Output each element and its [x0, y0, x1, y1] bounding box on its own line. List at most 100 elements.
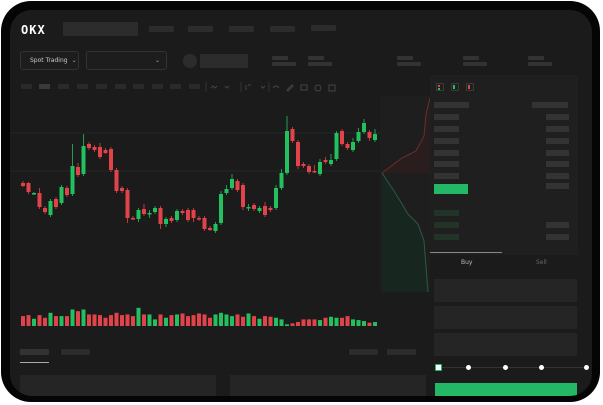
interval-button[interactable]	[133, 84, 144, 89]
slider-step-100[interactable]	[584, 365, 589, 370]
market-type-dropdown[interactable]: Spot Trading ⌄	[20, 51, 79, 70]
pair-price	[200, 54, 248, 68]
filter-button[interactable]	[387, 349, 416, 355]
ask-price[interactable]	[434, 138, 459, 144]
bid-amount	[546, 222, 569, 228]
candle-body	[103, 150, 108, 153]
interval-button[interactable]	[170, 84, 181, 89]
candlestick-chart[interactable]	[10, 10, 430, 340]
pair-dropdown[interactable]: ⌄	[86, 51, 167, 70]
slider-handle[interactable]	[435, 364, 442, 371]
volume-bar	[48, 312, 53, 326]
tab-open-orders[interactable]	[20, 349, 49, 355]
candle-body	[164, 219, 168, 224]
tab-buy[interactable]: Buy	[461, 259, 473, 266]
volume-bar	[296, 322, 300, 326]
search-bar[interactable]	[63, 22, 138, 36]
interval-button[interactable]	[152, 84, 163, 89]
chevron-down-icon[interactable]	[260, 85, 266, 89]
interval-button[interactable]	[77, 84, 88, 89]
candle-body	[208, 228, 212, 230]
chevron-down-icon[interactable]	[224, 85, 230, 89]
bid-price[interactable]	[434, 234, 459, 240]
interval-button[interactable]	[58, 84, 69, 89]
interval-button[interactable]	[115, 84, 126, 89]
volume-bar	[21, 316, 25, 326]
volume-bar	[202, 314, 207, 326]
ask-price[interactable]	[434, 161, 459, 167]
interval-button[interactable]	[189, 84, 200, 89]
candle-body	[76, 167, 80, 175]
volume-bar	[334, 317, 339, 326]
nav-item[interactable]	[188, 26, 213, 32]
candle-body	[180, 211, 185, 213]
slider-step-50[interactable]	[503, 365, 508, 370]
nav-item[interactable]	[229, 26, 254, 32]
pen-icon[interactable]	[286, 84, 294, 92]
candle-body	[268, 208, 273, 210]
orderbook-bids-icon[interactable]	[451, 83, 459, 91]
okx-logo[interactable]: OKX	[21, 23, 46, 37]
ask-price[interactable]	[434, 150, 459, 156]
draw-icon[interactable]	[245, 84, 251, 90]
volume-bar	[230, 316, 234, 326]
chevron-down-icon: ⌄	[71, 57, 77, 64]
volume-bar	[32, 318, 36, 326]
candle-body	[37, 193, 42, 207]
amount-input[interactable]	[434, 306, 577, 329]
buy-button[interactable]	[435, 383, 577, 396]
tab-order-history[interactable]	[61, 349, 90, 355]
stat-label	[308, 56, 324, 60]
interval-button[interactable]	[21, 84, 32, 89]
ask-price[interactable]	[434, 114, 459, 120]
nav-item[interactable]	[270, 26, 295, 32]
order-card	[230, 375, 426, 396]
ask-amount	[546, 138, 569, 144]
volume-bar	[367, 322, 372, 326]
candle-body	[373, 134, 377, 140]
active-tab-indicator	[430, 252, 502, 253]
ask-price[interactable]	[434, 126, 459, 132]
nav-item[interactable]	[311, 25, 336, 31]
tab-sell[interactable]: Sell	[536, 259, 547, 266]
candle-body	[323, 160, 328, 162]
candle-body	[246, 207, 251, 209]
price-input[interactable]	[434, 279, 577, 302]
slider-step-75[interactable]	[539, 365, 544, 370]
volume-bar	[257, 318, 262, 326]
slider-step-25[interactable]	[466, 365, 471, 370]
bid-line	[381, 172, 429, 292]
candle-body	[21, 183, 25, 186]
chevron-down-icon: ⌄	[154, 57, 160, 64]
candle-body	[367, 132, 372, 138]
total-input[interactable]	[434, 333, 577, 356]
bid-price[interactable]	[434, 210, 459, 216]
orderbook-asks-icon[interactable]	[466, 83, 474, 91]
bid-price[interactable]	[434, 222, 459, 228]
interval-button[interactable]	[39, 84, 50, 89]
ask-amount	[546, 161, 569, 167]
candle-body	[356, 132, 361, 141]
volume-bar	[213, 314, 218, 326]
volume-bar	[59, 316, 64, 326]
volume-bar	[87, 314, 91, 326]
candle-body	[131, 218, 135, 220]
nav-item[interactable]	[149, 26, 174, 32]
candle-body	[26, 183, 31, 192]
settings-icon[interactable]	[314, 84, 322, 92]
wave-icon[interactable]	[272, 85, 280, 89]
interval-button[interactable]	[96, 84, 107, 89]
candle-body	[230, 179, 234, 188]
candle-body	[197, 218, 201, 220]
volume-bar	[268, 316, 273, 326]
orderbook-both-icon[interactable]	[436, 83, 444, 91]
fullscreen-icon[interactable]	[328, 84, 336, 92]
volume-bar	[224, 314, 229, 326]
volume-bar	[54, 316, 58, 326]
indicator-icon[interactable]	[210, 85, 218, 89]
filter-button[interactable]	[349, 349, 378, 355]
ask-price[interactable]	[434, 173, 459, 179]
camera-icon[interactable]	[300, 84, 308, 91]
slider-track[interactable]	[439, 367, 589, 368]
candle-body	[296, 142, 300, 166]
